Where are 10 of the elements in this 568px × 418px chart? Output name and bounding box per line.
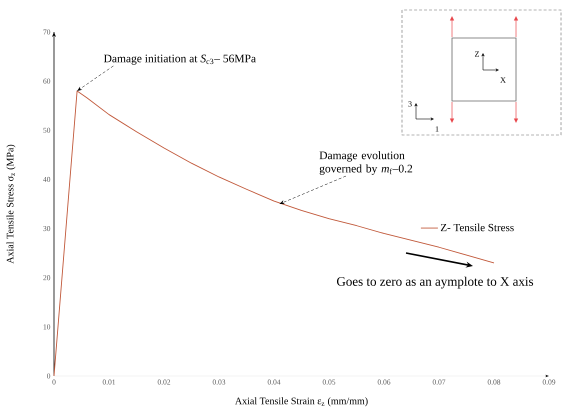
annotation: Damage evolution governed by m$_{f}$–0.2	[320, 151, 412, 175]
annotation: Goes to zero as an aymplote to X axis	[336, 276, 534, 289]
legend-label: Z- Tensile Stress	[440, 224, 514, 232]
annotation: 3	[408, 101, 412, 107]
annotation: X	[500, 77, 506, 83]
annotation: Z	[474, 51, 480, 57]
y-axis-title: Axial Tensile Stress σ$_{z}$ (MPa)	[6, 144, 16, 264]
annotation: 1	[436, 126, 439, 132]
x-axis-title: Axial Tensile Strain ε$_{z}$ (mm/mm)	[234, 397, 368, 406]
annotation: Damage initiation at S$_{c3}$– 56MPa	[104, 54, 256, 65]
